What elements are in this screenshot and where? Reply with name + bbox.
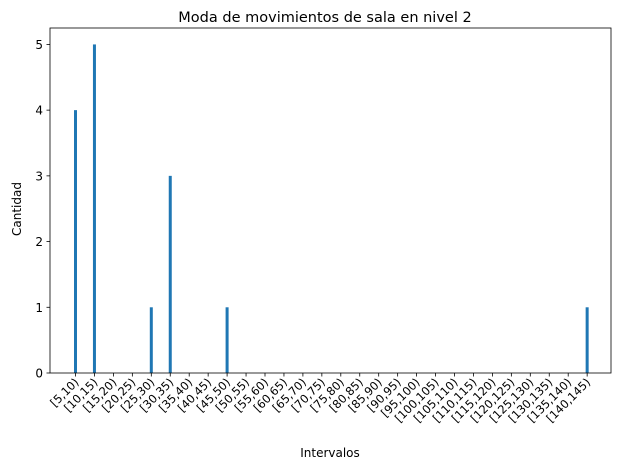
y-tick-label: 3: [35, 169, 43, 183]
x-axis-label: Intervalos: [300, 446, 360, 460]
bar: [149, 307, 153, 373]
y-tick-label: 5: [35, 38, 43, 52]
y-axis-label: Cantidad: [10, 182, 24, 236]
plot-frame: [49, 27, 612, 374]
y-tick-label: 4: [35, 104, 43, 118]
y-axis-ticks: 0 1 2 3 4 5: [35, 38, 50, 381]
y-tick-label: 1: [35, 301, 43, 315]
bar: [225, 307, 229, 373]
y-tick-label: 0: [35, 367, 43, 381]
x-axis-ticks: [5,10)[10,15)[15,20)[20,25)[25,30)[30,35…: [47, 373, 593, 425]
bars-group: [74, 44, 589, 374]
y-tick-label: 2: [35, 235, 43, 249]
chart-title: Moda de movimientos de sala en nivel 2: [178, 10, 471, 26]
bar: [92, 44, 96, 374]
bar: [74, 110, 77, 373]
bar: [585, 307, 589, 373]
bar: [168, 175, 172, 373]
